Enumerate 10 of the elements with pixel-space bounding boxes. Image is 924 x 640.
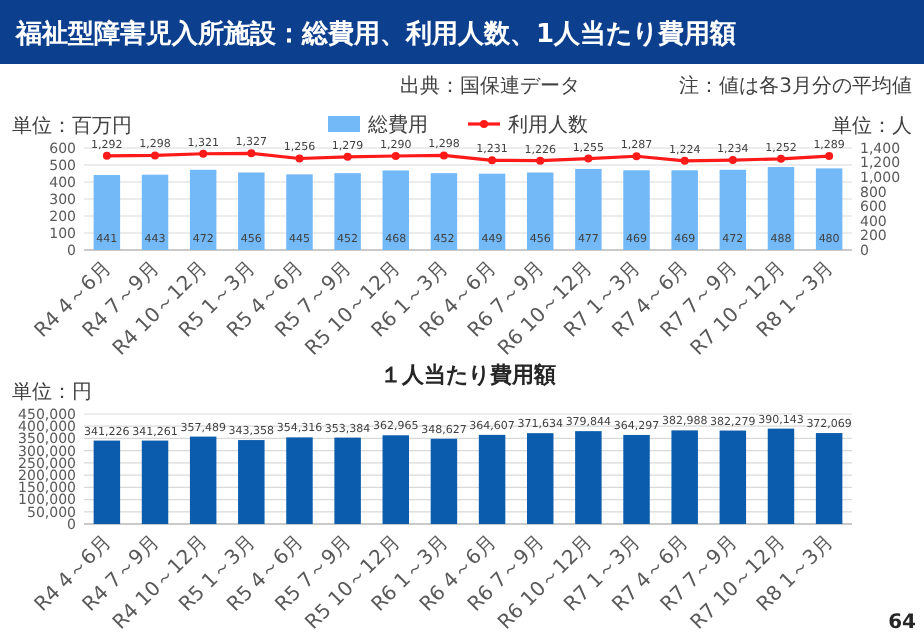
legend-label: 総費用 xyxy=(366,113,428,137)
text: 注：値は各3月分の平均値 xyxy=(679,74,912,98)
source-note: 出典：国保連データ xyxy=(400,74,580,98)
chart-title: 福祉型障害児入所施設：総費用、利用人数、1人当たり費用額 xyxy=(14,18,737,50)
y2-axis-title: 単位：人 xyxy=(832,114,912,138)
legend-label: 利用人数 xyxy=(508,113,588,137)
y-axis-title: 単位：円 xyxy=(12,380,92,404)
text: 64 xyxy=(888,612,917,634)
y-axis-title: 単位：百万円 xyxy=(12,114,132,138)
chart-title: １人当たり費用額 xyxy=(380,362,556,388)
